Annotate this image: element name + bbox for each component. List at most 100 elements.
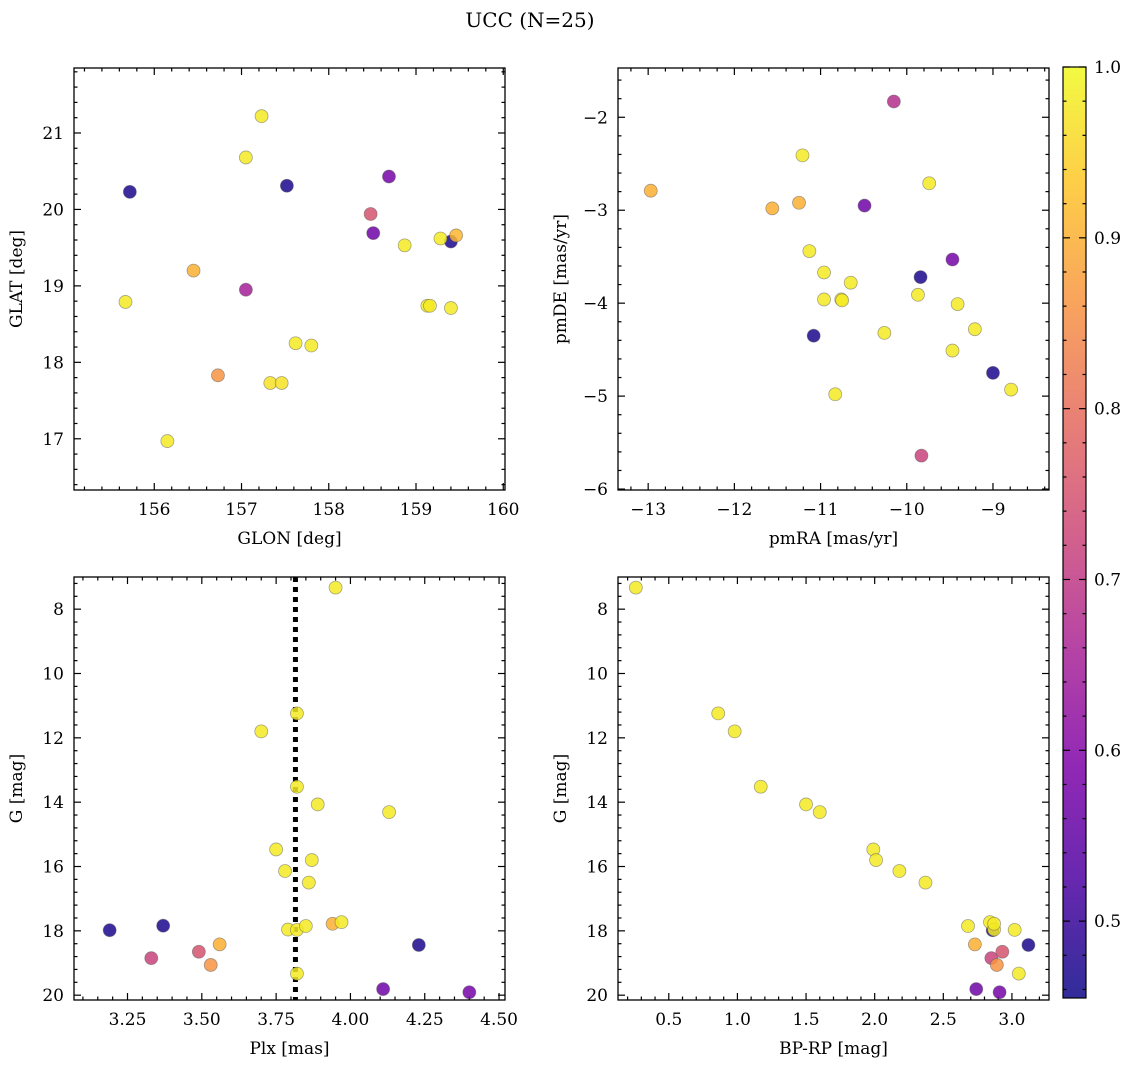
data-point (382, 169, 396, 184)
data-point (799, 797, 813, 812)
data-point (433, 231, 448, 246)
figure-title: UCC (N=25) (465, 8, 594, 32)
data-point (992, 985, 1007, 1000)
x-tick-label: 3.25 (109, 1010, 147, 1030)
data-point (363, 207, 378, 221)
y-tick-label: 18 (42, 353, 64, 373)
y-axis-label: G [mag] (7, 754, 27, 823)
x-tick-label: −11 (803, 500, 839, 520)
colorbar-gradient (1063, 67, 1086, 998)
data-point (961, 919, 975, 933)
data-layer (102, 577, 477, 1000)
axes-frame (73, 67, 506, 491)
y-tick-label: 16 (586, 858, 608, 878)
data-point (191, 944, 206, 959)
x-axis-label: GLON [deg] (237, 529, 341, 549)
data-point (945, 252, 960, 267)
x-tick-label: 3.50 (183, 1010, 221, 1030)
y-tick-label: 17 (42, 430, 64, 450)
ticks-bottom-right (618, 577, 1049, 1000)
x-tick-label: −10 (889, 500, 925, 520)
y-tick-label: 14 (42, 793, 64, 813)
x-axis-label: BP-RP [mag] (779, 1039, 888, 1059)
colorbar-tick-label: 0.9 (1094, 229, 1121, 249)
data-point (877, 326, 892, 340)
data-point (274, 376, 289, 390)
data-point (290, 966, 304, 981)
data-point (795, 148, 810, 163)
x-tick-label: 2.0 (861, 1010, 888, 1030)
data-point (203, 958, 218, 972)
data-point (828, 387, 843, 402)
data-point (144, 951, 159, 966)
data-point (1007, 922, 1022, 937)
data-point (301, 875, 316, 890)
x-tick-label: −13 (630, 500, 666, 520)
data-point (310, 797, 325, 812)
x-axis-label: Plx [mas] (249, 1039, 329, 1059)
data-point (869, 853, 883, 867)
x-tick-label: 1.5 (793, 1010, 820, 1030)
data-point (802, 244, 817, 259)
data-point (922, 176, 937, 191)
data-point (806, 328, 821, 343)
data-layer (628, 580, 1036, 1000)
x-tick-label: 156 (138, 500, 170, 520)
data-point (156, 918, 171, 933)
x-tick-label: 4.25 (406, 1010, 444, 1030)
data-point (986, 365, 1000, 380)
y-tick-label: 8 (597, 600, 608, 620)
x-tick-label: −9 (980, 500, 1005, 520)
x-tick-label: 3.75 (257, 1010, 295, 1030)
data-point (817, 292, 831, 307)
data-point (382, 805, 396, 820)
x-tick-label: 1.0 (724, 1010, 751, 1030)
x-tick-label: 157 (225, 500, 257, 520)
data-point (812, 805, 827, 820)
x-tick-label: −12 (716, 500, 752, 520)
y-tick-label: −2 (583, 108, 608, 128)
data-point (298, 919, 313, 933)
data-point (843, 275, 858, 290)
data-point (950, 297, 965, 311)
data-point (857, 198, 872, 213)
data-point (1011, 966, 1026, 981)
data-point (989, 958, 1004, 972)
axes-frame (617, 576, 1050, 1001)
data-point (290, 779, 304, 794)
colorbar-tick-label: 0.6 (1094, 741, 1121, 761)
data-point (102, 923, 117, 938)
data-point (886, 94, 901, 109)
x-tick-label: 3.0 (998, 1010, 1025, 1030)
axes-frame (73, 576, 506, 1001)
y-tick-label: −5 (583, 387, 608, 407)
data-point (397, 238, 412, 253)
data-point (376, 982, 391, 996)
data-point (628, 580, 643, 595)
data-point (118, 295, 133, 309)
y-tick-label: 8 (53, 600, 64, 620)
data-point (1004, 382, 1018, 397)
data-point (727, 724, 742, 739)
data-point (643, 183, 658, 198)
data-point (334, 915, 349, 930)
x-tick-label: 160 (487, 500, 519, 520)
panel-bottom-right: 0.5 1.0 1.5 2.0 2.5 3.0 8 10 12 14 16 18 20 BP-RP [ma… (551, 576, 1050, 1059)
data-point (423, 298, 437, 313)
y-tick-label: −6 (583, 480, 608, 500)
data-point (969, 982, 984, 996)
x-tick-label: 159 (400, 500, 432, 520)
panel-top-left: 156 157 158 159 160 17 18 19 20 21 GLON [deg] GLAT … (7, 67, 519, 549)
data-point (911, 287, 925, 302)
data-point (254, 109, 269, 124)
y-tick-label: 16 (42, 858, 64, 878)
data-point (765, 201, 780, 216)
ticks-bottom-left (74, 577, 505, 1000)
data-point (212, 937, 227, 952)
y-tick-label: 18 (42, 922, 64, 942)
data-point (945, 343, 960, 358)
x-axis-label: pmRA [mas/yr] (769, 529, 898, 549)
data-point (913, 270, 928, 285)
x-tick-label: 4.50 (480, 1010, 518, 1030)
data-point (279, 178, 294, 193)
